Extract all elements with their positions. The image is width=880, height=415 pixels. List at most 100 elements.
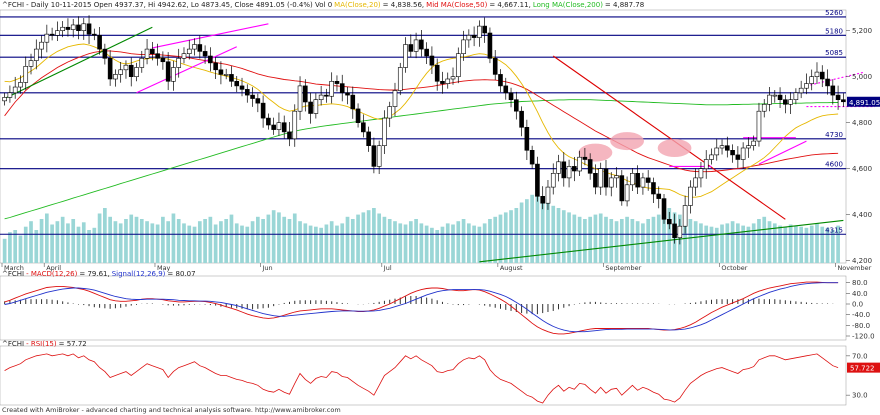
volume-bar [509,210,513,263]
y-tick-label: 4,400 [852,211,872,219]
candle-body [593,173,598,188]
candle-body [318,94,324,100]
pattern-marker [610,132,644,151]
ma200-value: = 4,887.78 [604,1,645,9]
volume-bar [424,225,429,263]
rsi-plot-frame [0,345,847,406]
month-label: May [157,264,171,272]
level-label: 5260 [825,9,843,17]
candle-body [677,225,683,238]
volume-bar [361,212,366,263]
volume-bar [18,235,23,263]
candle-body [529,150,535,165]
volume-bar [836,225,840,263]
level-label: 4730 [825,131,843,139]
volume-bar [783,226,788,263]
volume-bar [751,223,756,263]
last-price-label: 4,891.05 [849,99,880,107]
level-label: 4600 [825,161,843,169]
candle-body [709,154,714,160]
signal-label: Signal(12,26,9) [111,270,166,278]
volume-bar [124,219,128,263]
price-info: - Daily 10-11-2015 Open 4937.37, Hi 4942… [26,1,333,9]
volume-bar [656,214,661,263]
volume-bar [725,223,730,263]
candle-body [244,89,250,96]
volume-bar [830,230,835,263]
month-label: Jun [261,264,272,272]
candle-body [540,196,545,204]
candle-body [582,156,588,160]
volume-bar [113,221,118,263]
candle-body [487,32,493,59]
volume-bar [350,219,355,263]
last-price-tag [847,96,880,107]
candle-body [841,99,846,103]
volume-bar [561,210,566,263]
volume-bar [319,227,323,263]
candle-body [192,44,197,50]
volume-bar [704,225,709,263]
candle-body [440,81,445,84]
volume-bar [155,224,160,263]
volume-bar [630,219,635,263]
candle-body [155,53,160,59]
month-label: August [500,264,523,272]
candle-body [740,147,746,160]
candle-body [208,55,213,64]
y-tick-label: 4,200 [852,257,872,265]
candle-body [55,30,60,36]
volume-bar [456,221,461,263]
volume-bar [314,226,318,263]
downtrend-line-red [552,55,786,220]
candle-body [666,219,672,225]
volume-bar [714,227,719,263]
y-tick-label: 4,800 [852,119,872,127]
candle-body [376,145,382,167]
volume-bar [493,216,498,263]
candle-body [656,193,662,199]
candle-body [281,122,287,133]
candle-body [619,175,625,202]
month-label: April [46,264,61,272]
candle-body [804,83,809,89]
candle-body [645,177,651,183]
candle-body [688,186,693,206]
candle-body [12,86,18,94]
candle-body [719,145,725,149]
candle-body [181,53,187,59]
candle-body [445,78,451,84]
volume-bar [129,214,134,263]
volume-bar [108,216,112,263]
volume-bar [699,223,703,263]
channel-upper [152,23,269,49]
candle-body [86,23,92,35]
rsi-y-tick-label: 70.0 [852,352,868,360]
candle-body [624,184,630,202]
volume-bar [97,213,102,263]
volume-bar [403,224,408,263]
volume-bar [34,230,39,263]
candle-body [324,94,329,97]
volume-bar [408,221,413,263]
candle-body [714,147,720,156]
volume-bar [540,197,545,263]
candle-body [23,66,29,83]
macd-y-tick-label: -40.0 [852,311,870,319]
candle-body [698,168,704,179]
volume-bar [303,223,308,263]
volume-bar [176,219,181,263]
volume-bar [683,216,687,263]
volume-bar [145,221,149,263]
volume-bar [66,223,70,263]
volume-bar [92,227,97,263]
volume-bar [546,202,550,263]
ma50-value: = 4,667.11, [489,1,531,9]
volume-bar [60,216,65,263]
candle-body [28,60,34,67]
volume-bar [382,216,387,263]
candle-body [382,117,387,146]
candle-body [144,48,150,59]
candle-body [18,82,23,88]
